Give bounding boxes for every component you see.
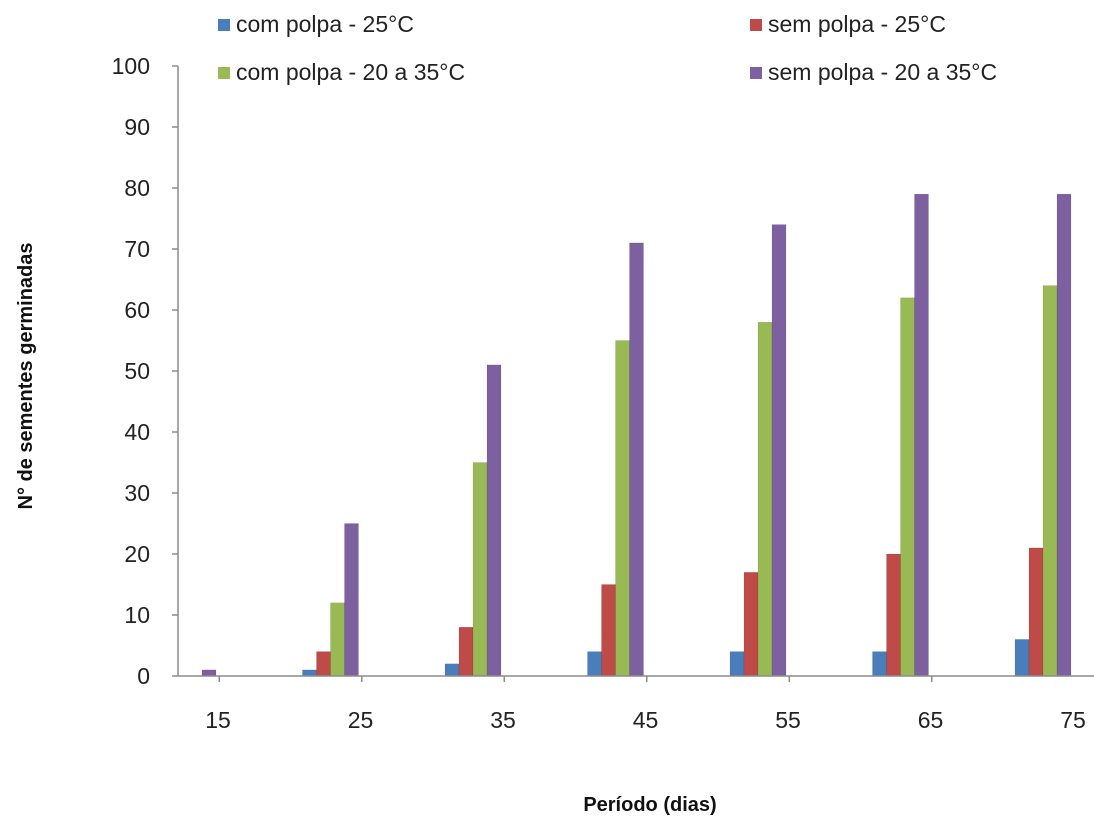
bar (1056, 193, 1072, 677)
y-tick-label: 40 (124, 419, 150, 445)
legend-label: com polpa - 25°C (236, 11, 414, 37)
bar (629, 242, 644, 677)
x-tick-label: 75 (1060, 707, 1086, 733)
bar (1042, 285, 1058, 677)
bar (330, 602, 345, 677)
legend-label: sem polpa - 20 a 35°C (768, 59, 997, 85)
bar (472, 462, 488, 677)
y-tick-label: 90 (124, 114, 150, 140)
y-tick-label: 50 (124, 358, 150, 384)
bar (615, 340, 630, 677)
bar (201, 669, 217, 677)
bar (302, 669, 317, 677)
bar (872, 651, 887, 677)
bar (316, 651, 331, 677)
y-tick-label: 100 (112, 53, 150, 79)
legend-swatch (750, 67, 762, 79)
x-tick-label: 55 (775, 707, 801, 733)
x-tick-label: 15 (205, 707, 231, 733)
bar (757, 321, 773, 677)
bar (1014, 639, 1030, 677)
bar (771, 224, 787, 677)
legend: com polpa - 25°C sem polpa - 25°C com polp… (218, 11, 997, 85)
legend-swatch (218, 67, 230, 79)
bar (900, 297, 915, 677)
y-tick-label: 60 (124, 297, 150, 323)
legend-label: sem polpa - 25°C (768, 11, 946, 37)
y-tick-label: 30 (124, 480, 150, 506)
y-tick-label: 10 (124, 602, 150, 628)
axes (177, 66, 1094, 677)
legend-swatch (750, 19, 762, 31)
bar (729, 651, 745, 677)
bar (743, 572, 759, 677)
bar (344, 523, 359, 677)
y-tick-label: 20 (124, 541, 150, 567)
x-tick-label: 25 (348, 707, 374, 733)
x-axis-ticks: 15 25 35 45 55 65 75 (205, 676, 1086, 733)
y-axis-ticks: 0 10 20 30 40 50 60 70 80 90 100 (112, 53, 178, 689)
bars (201, 193, 1072, 677)
bar (587, 651, 602, 677)
bar (914, 193, 929, 677)
x-tick-label: 35 (490, 707, 516, 733)
legend-swatch (218, 19, 230, 31)
bar (458, 626, 474, 677)
bar (444, 663, 460, 677)
bar (486, 364, 502, 677)
y-axis-title: N° de sementes germinadas (15, 243, 37, 510)
bar (886, 553, 901, 677)
x-axis-title: Período (dias) (583, 794, 716, 816)
y-tick-label: 0 (137, 663, 150, 689)
bar (1028, 547, 1044, 677)
bar (601, 584, 616, 677)
x-tick-label: 45 (633, 707, 659, 733)
legend-label: com polpa - 20 a 35°C (236, 59, 465, 85)
x-tick-label: 65 (918, 707, 944, 733)
y-tick-label: 80 (124, 175, 150, 201)
y-tick-label: 70 (124, 236, 150, 262)
